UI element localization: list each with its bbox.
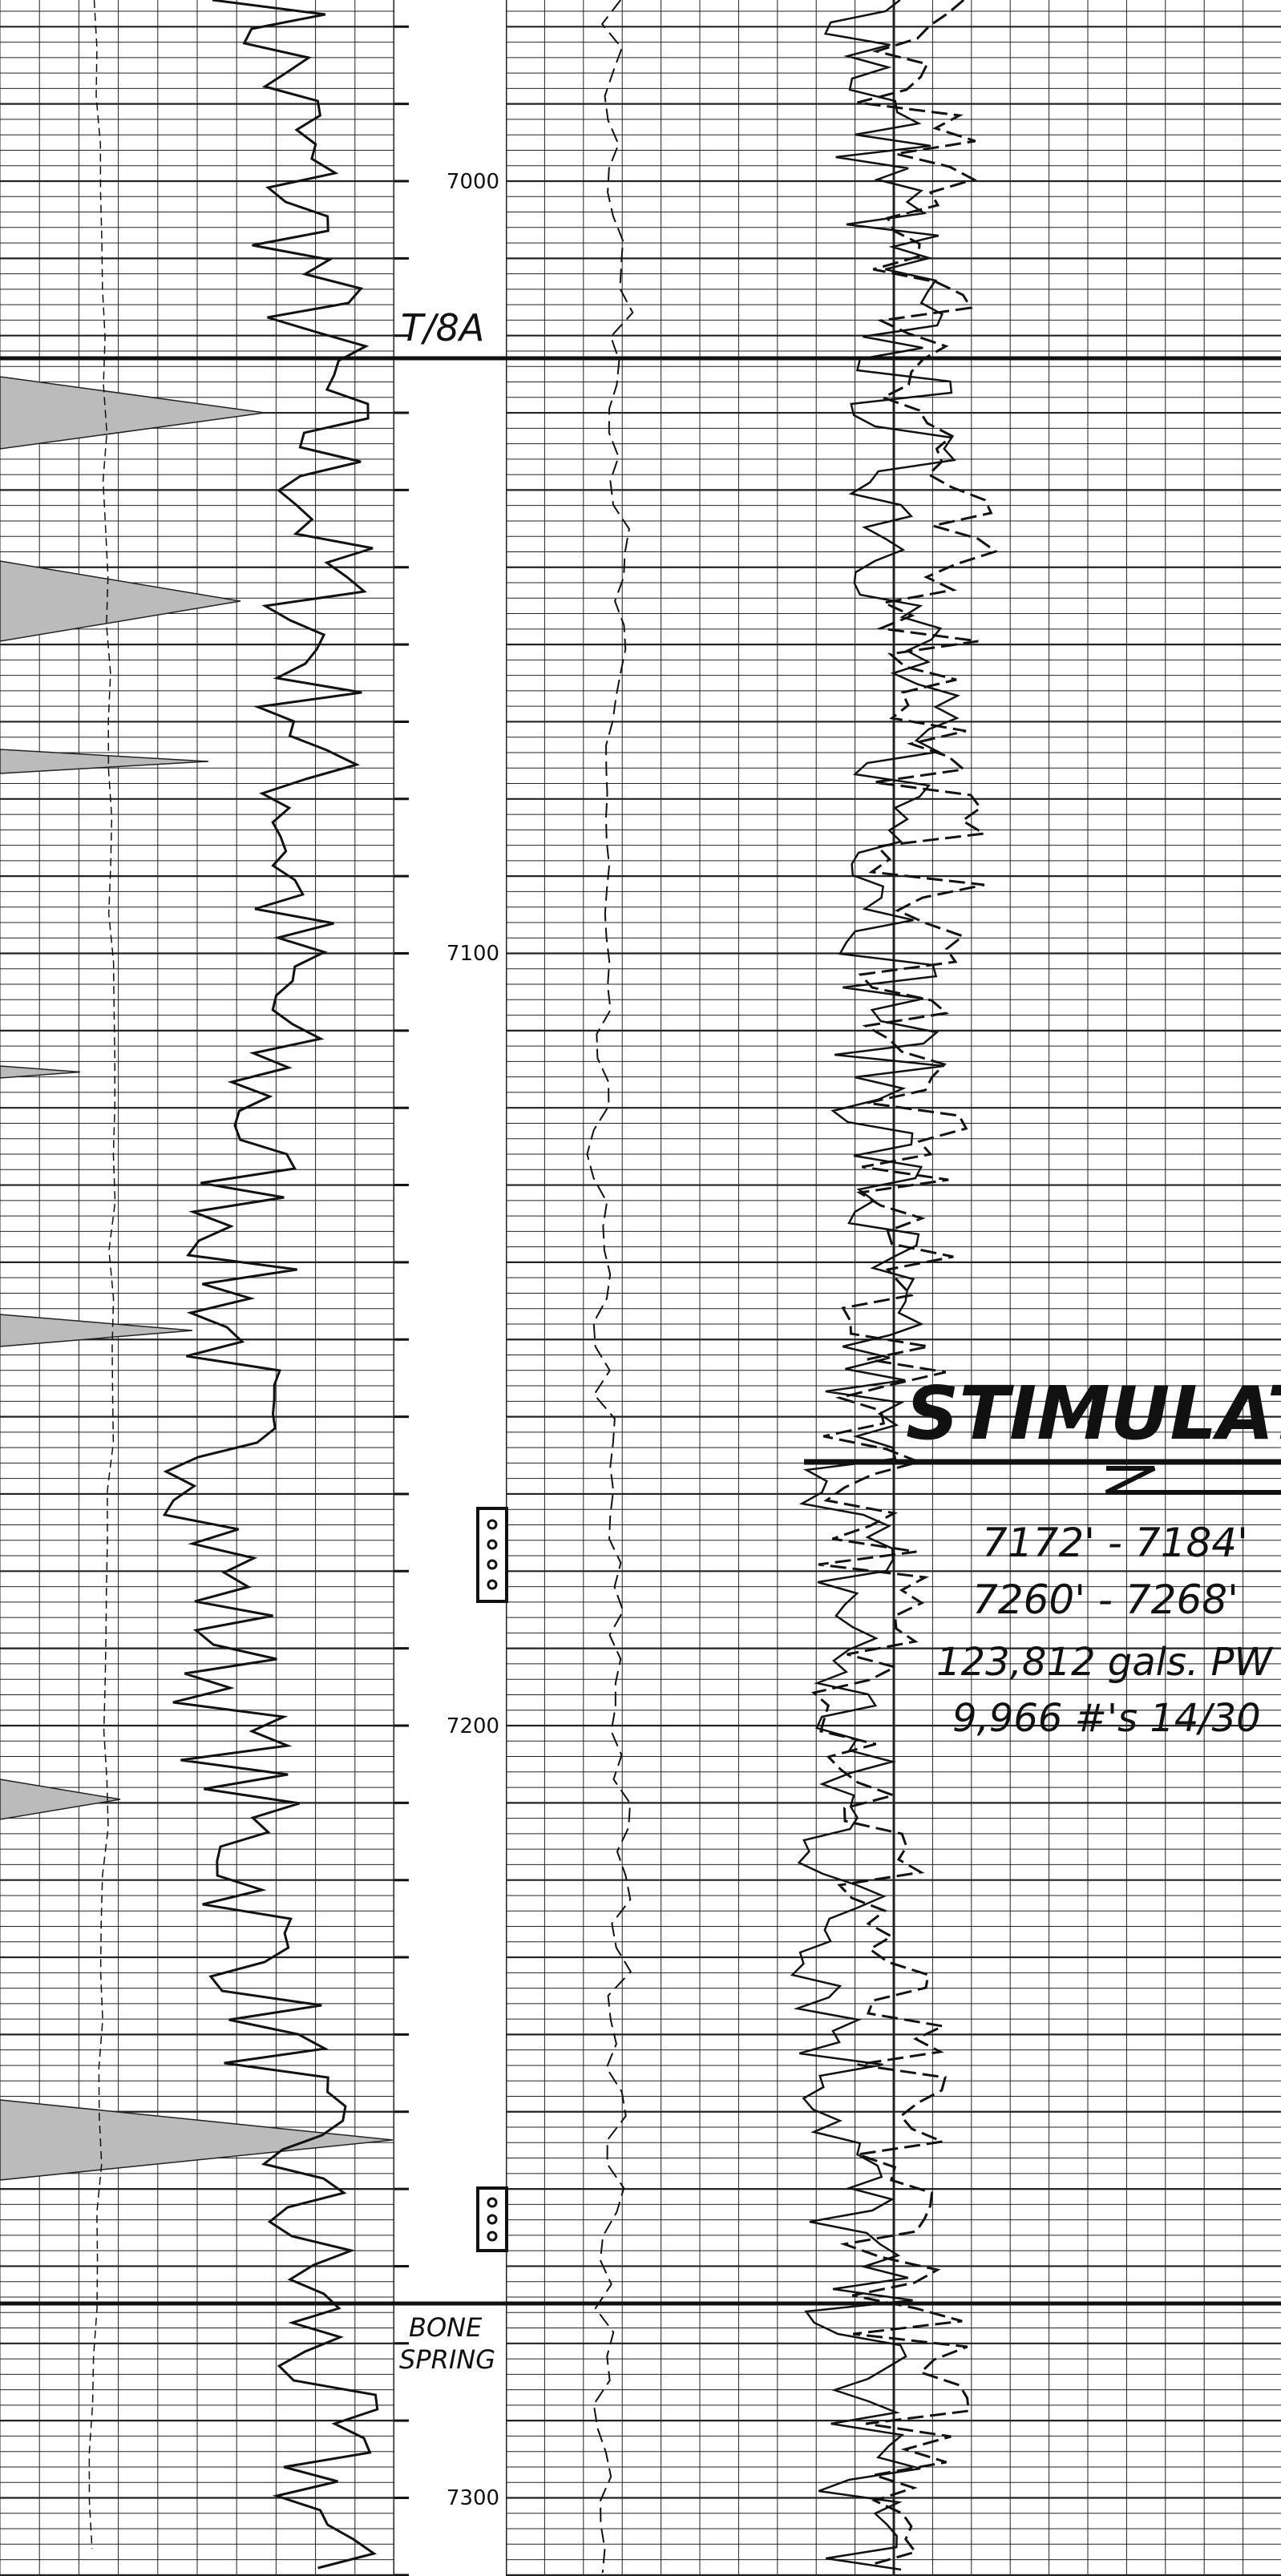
- log-curve: [790, 0, 960, 2571]
- log-curve: [88, 0, 116, 2550]
- depth-label: 7200: [447, 1714, 499, 1738]
- shaded-zone: [0, 1779, 121, 1820]
- underline: [1105, 1466, 1281, 1495]
- depth-ticks: [394, 25, 409, 2576]
- shaded-zone: [0, 1314, 193, 1347]
- log-curve: [162, 0, 379, 2570]
- log-curve: [586, 0, 634, 2574]
- shaded-zone: [0, 560, 241, 642]
- depth-label: 7000: [447, 170, 499, 194]
- depth-label: 7300: [447, 2486, 499, 2510]
- formation-label: T/8A: [401, 306, 484, 349]
- formation-label: BONE: [409, 2312, 483, 2343]
- stimulation-title: STIMULATIO: [906, 1371, 1281, 1456]
- log-curve: [810, 0, 999, 2566]
- shaded-zone: [0, 376, 265, 450]
- stimulation-line: 7172' - 7184': [982, 1520, 1248, 1566]
- stimulation-line: 9,966 #'s 14/30: [952, 1696, 1261, 1741]
- curves: [0, 0, 999, 2574]
- shaded-zone: [0, 749, 209, 774]
- perforation-marker: [476, 1507, 508, 1603]
- stimulation-line: 123,812 gals. PW: [936, 1640, 1273, 1685]
- perforation-marker: [476, 2186, 508, 2252]
- shaded-zone: [0, 2099, 394, 2181]
- formation-label: SPRING: [399, 2344, 495, 2375]
- shaded-zone: [0, 1065, 81, 1079]
- depth-track: [394, 0, 506, 2576]
- stimulation-line: 7260' - 7268': [972, 1577, 1239, 1623]
- depth-label: 7100: [447, 942, 499, 966]
